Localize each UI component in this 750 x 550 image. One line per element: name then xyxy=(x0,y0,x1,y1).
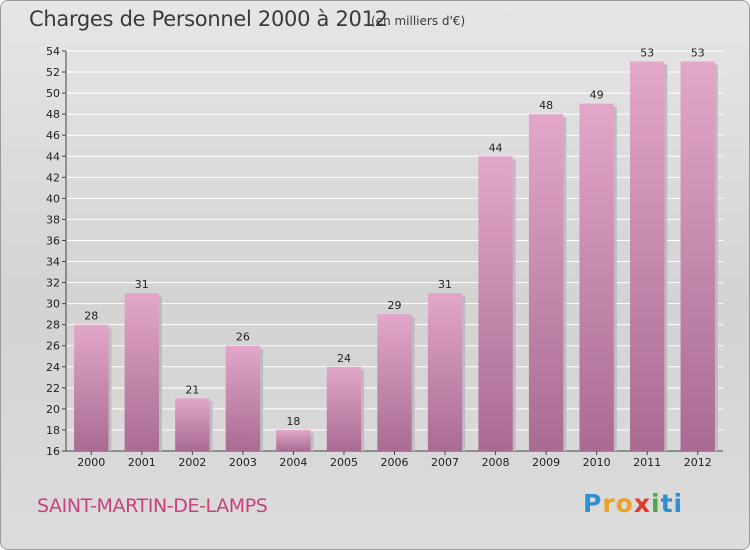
y-tick-label: 50 xyxy=(46,87,60,100)
y-tick-label: 30 xyxy=(46,298,60,311)
data-label: 21 xyxy=(185,383,199,396)
data-label: 48 xyxy=(539,99,553,112)
data-label: 49 xyxy=(590,89,604,102)
y-tick-label: 18 xyxy=(46,424,60,437)
bar xyxy=(175,398,210,451)
data-label: 18 xyxy=(286,415,300,428)
logo-letter: t xyxy=(660,489,674,518)
bar xyxy=(528,114,564,451)
bar xyxy=(579,103,614,451)
y-tick-label: 24 xyxy=(46,361,60,374)
y-tick-label: 48 xyxy=(46,108,60,121)
data-label: 24 xyxy=(337,352,351,365)
chart-title: Charges de Personnel 2000 à 2012 xyxy=(29,7,388,31)
data-label: 29 xyxy=(388,299,402,312)
y-tick-label: 54 xyxy=(46,45,60,58)
data-label: 44 xyxy=(489,141,503,154)
bar xyxy=(225,345,261,451)
y-tick-label: 40 xyxy=(46,192,60,205)
x-tick-label: 2006 xyxy=(381,456,409,469)
bar xyxy=(427,293,463,451)
y-tick-label: 36 xyxy=(46,234,60,247)
x-tick-label: 2007 xyxy=(431,456,459,469)
x-tick-label: 2010 xyxy=(583,456,611,469)
logo-letter: r xyxy=(602,489,616,518)
x-tick-label: 2008 xyxy=(482,456,510,469)
x-tick-label: 2011 xyxy=(633,456,661,469)
x-tick-label: 2002 xyxy=(178,456,206,469)
data-label: 53 xyxy=(691,47,705,60)
y-tick-label: 20 xyxy=(46,403,60,416)
data-label: 26 xyxy=(236,331,250,344)
y-tick-label: 38 xyxy=(46,213,60,226)
bar xyxy=(478,156,513,451)
proxiti-logo: Proxiti xyxy=(583,489,683,518)
x-tick-label: 2000 xyxy=(77,456,105,469)
y-tick-label: 34 xyxy=(46,256,60,269)
y-tick-label: 26 xyxy=(46,340,60,353)
data-label: 31 xyxy=(135,278,149,291)
data-label: 53 xyxy=(640,47,654,60)
bar xyxy=(74,324,109,451)
bar xyxy=(630,61,665,452)
x-tick-label: 2004 xyxy=(279,456,307,469)
bar xyxy=(680,61,715,452)
logo-letter: x xyxy=(633,489,651,518)
x-tick-label: 2005 xyxy=(330,456,358,469)
y-tick-label: 42 xyxy=(46,171,60,184)
data-label: 31 xyxy=(438,278,452,291)
x-tick-label: 2001 xyxy=(128,456,156,469)
data-label: 28 xyxy=(84,310,98,323)
chart-subtitle: (en milliers d'€) xyxy=(371,14,466,28)
x-tick-label: 2003 xyxy=(229,456,257,469)
y-tick-label: 16 xyxy=(46,445,60,458)
logo-letter: o xyxy=(615,489,634,518)
y-tick-label: 46 xyxy=(46,129,60,142)
logo-letter: i xyxy=(651,489,661,518)
x-tick-label: 2012 xyxy=(684,456,712,469)
bar xyxy=(276,429,311,451)
bar xyxy=(377,314,412,451)
y-tick-label: 28 xyxy=(46,319,60,332)
bar xyxy=(326,366,362,451)
place-name: SAINT-MARTIN-DE-LAMPS xyxy=(37,495,268,517)
logo-letter: P xyxy=(583,489,603,518)
logo-letter: i xyxy=(673,489,684,518)
y-tick-label: 32 xyxy=(46,277,60,290)
y-tick-label: 52 xyxy=(46,66,60,79)
y-tick-label: 44 xyxy=(46,150,60,163)
bar xyxy=(124,293,159,451)
y-tick-label: 22 xyxy=(46,382,60,395)
x-tick-label: 2009 xyxy=(532,456,560,469)
